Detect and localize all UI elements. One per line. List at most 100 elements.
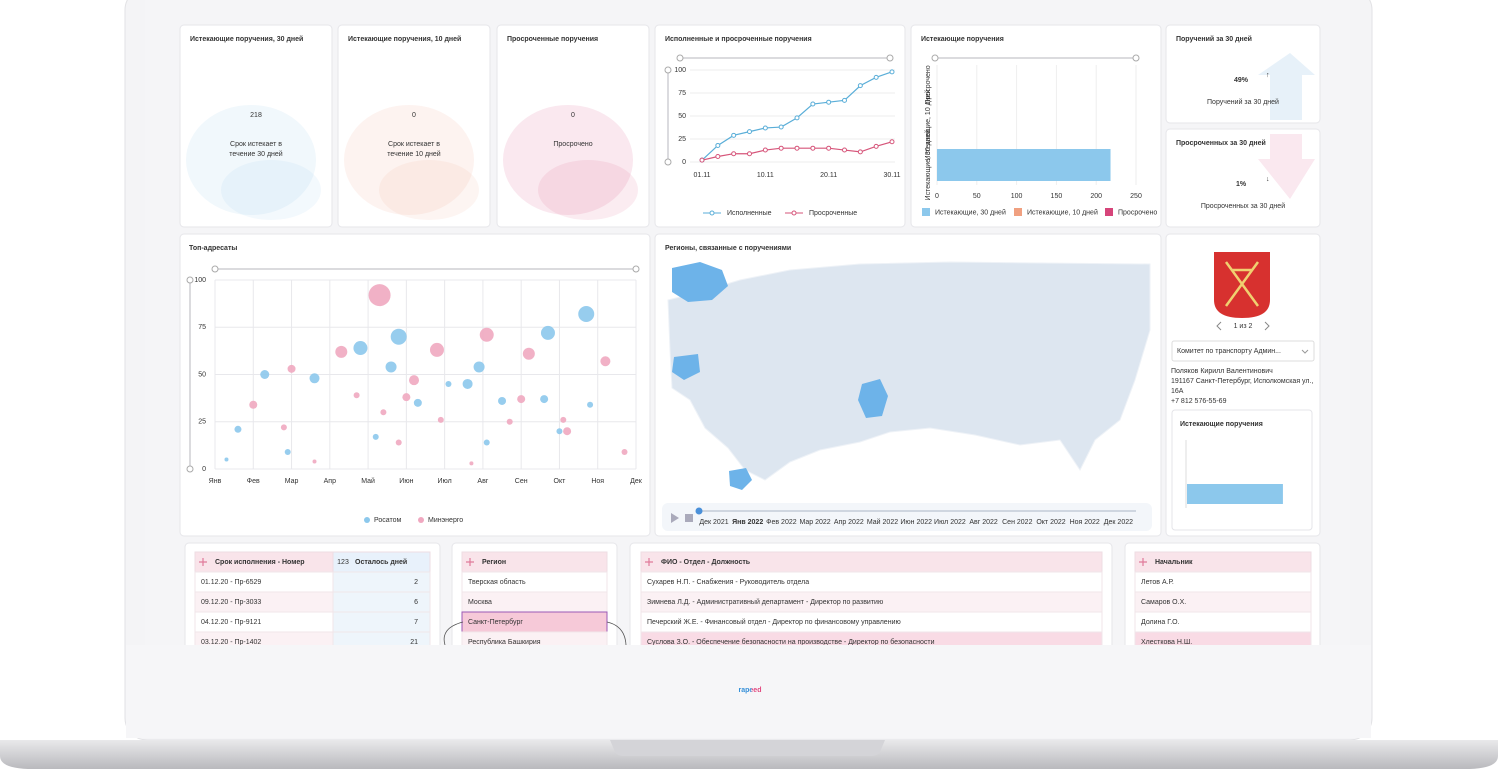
bar [937,149,1111,181]
play-button[interactable] [671,513,679,523]
line-point [889,139,895,145]
y-tick-label: Истекающие, 10 дней [924,89,932,160]
decor-blob [538,160,638,220]
table-cell-text: Москва [468,599,492,606]
decor-blob [344,105,474,215]
bubble [395,439,402,446]
y-tick-label: 25 [678,136,686,143]
legend-label: Минэнерго [428,517,463,524]
dropdown[interactable] [1171,340,1315,362]
logo: rapeed [739,687,762,694]
kpi-caption: течение 10 дней [387,150,441,158]
timeline-label[interactable]: Июл 2022 [934,519,966,526]
pager-next[interactable] [1264,321,1270,331]
x-tick-label: Июн [399,478,413,485]
bubble [600,356,611,367]
dropdown-value[interactable]: Комитет по транспорту Админ... [1177,348,1281,355]
legend-label: Просроченные [809,210,857,217]
line-point [810,145,816,151]
timeline-label[interactable]: Апр 2022 [834,519,864,526]
card [910,24,1162,228]
bubble [390,328,407,345]
line-point [699,157,705,163]
slider-handle [664,66,672,74]
line-point [873,74,879,80]
legend-label: Исполненные [727,210,772,217]
map-region-highlight [672,262,728,302]
table-header-label[interactable]: ФИО - Отдел - Должность [661,559,751,566]
line-point [747,151,752,157]
timeline-label[interactable]: Авг 2022 [969,519,998,526]
table-header-label[interactable]: Срок исполнения - Номер [215,559,305,566]
table-cell-text: 7 [414,619,418,626]
slider-handle [676,54,684,62]
timeline-label[interactable]: Мар 2022 [799,519,830,526]
line-point [857,83,863,89]
timeline-label[interactable]: Янв 2022 [732,519,763,526]
x-tick-label: Сен [515,478,528,485]
timeline-bar [662,503,1152,531]
bubble [498,396,507,405]
y-tick-label: 50 [198,371,206,378]
timeline-label[interactable]: Сен 2022 [1002,519,1032,526]
line-point [826,145,832,151]
kpi-value: 0 [571,112,575,119]
table-cell-text: 04.12.20 - Пр-9121 [201,619,261,626]
bubble [335,345,348,358]
x-tick-label: 0 [935,193,939,200]
card [1165,24,1321,124]
line-point [810,101,816,107]
x-tick-label: Май [361,477,375,485]
stop-button[interactable] [685,514,693,522]
timeline-label[interactable]: Фев 2022 [766,519,797,526]
line-point [762,125,768,131]
kpi-value: 218 [250,112,262,119]
bubble [540,325,555,340]
bubble [409,375,420,386]
bubble [506,418,513,425]
y-tick-label: 25 [198,419,206,426]
line-point [778,124,784,130]
table-header-label[interactable]: Начальник [1155,559,1193,566]
column-badge: 123 [337,559,349,566]
x-tick-label: 20.11 [820,172,837,179]
timeline-handle[interactable] [695,507,703,515]
percent-caption: Просроченных за 30 дней [1201,202,1285,210]
table-cell-text: 09.12.20 - Пр-3033 [201,599,261,606]
table-cell-text: 6 [414,599,418,606]
mini-chart-frame [1171,409,1313,531]
line-point [715,153,721,159]
slider-handle [211,265,219,273]
bubble [437,416,444,423]
card [179,24,333,228]
map-region-highlight [729,468,752,490]
bubble [483,439,490,446]
x-tick-label: Ноя [591,478,604,485]
pager-prev[interactable] [1216,321,1222,331]
timeline-label[interactable]: Окт 2022 [1036,519,1065,526]
decor-blob [186,105,316,215]
table-header-label[interactable]: Осталось дней [355,558,407,566]
trend-arrow: ↓ [1266,176,1270,183]
x-tick-label: 150 [1051,193,1063,200]
bubble [556,428,563,435]
timeline-label[interactable]: Ноя 2022 [1070,519,1100,526]
slider-handle [632,265,640,273]
timeline-label[interactable]: Июн 2022 [900,519,932,526]
line-point [778,145,784,151]
table-cell-text: 2 [414,579,418,586]
timeline-label[interactable]: Дек 2021 [699,519,728,526]
bubble [260,370,270,379]
bubble [429,342,444,357]
coat-of-arms-keys [1224,261,1260,307]
timeline-label[interactable]: Дек 2022 [1104,519,1133,526]
kpi-caption: Просрочено [553,141,592,148]
table-header-label[interactable]: Регион [482,559,506,566]
card [496,24,650,228]
y-tick-label: 100 [194,277,206,284]
legend-swatch [922,208,930,216]
slider-handle [1132,54,1140,62]
bubble [372,433,379,440]
contact-phone: +7 812 576-55-69 [1171,398,1227,405]
timeline-label[interactable]: Май 2022 [867,518,898,526]
